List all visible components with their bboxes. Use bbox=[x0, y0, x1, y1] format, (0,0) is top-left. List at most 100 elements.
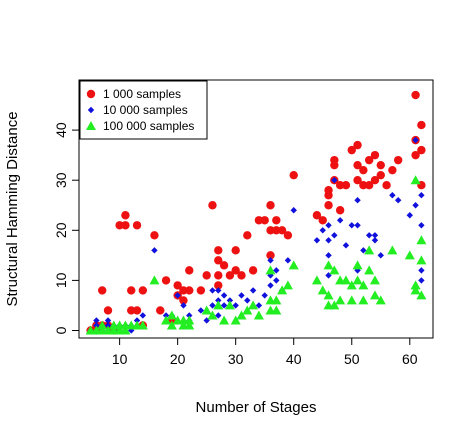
data-point bbox=[248, 266, 258, 275]
data-point bbox=[364, 265, 375, 275]
data-point bbox=[174, 292, 181, 299]
data-point bbox=[325, 237, 332, 244]
data-point bbox=[103, 306, 113, 315]
series-1 bbox=[87, 136, 425, 334]
data-point bbox=[214, 281, 223, 290]
data-point bbox=[341, 181, 351, 190]
data-point bbox=[186, 312, 193, 319]
legend: 1 000 samples 10 000 samples 100 000 sampl… bbox=[79, 80, 208, 140]
data-point bbox=[151, 247, 158, 254]
data-point bbox=[266, 251, 275, 260]
y-tick-label: 0 bbox=[53, 326, 69, 334]
data-point bbox=[371, 232, 379, 239]
data-point bbox=[352, 275, 363, 285]
data-point bbox=[318, 216, 327, 225]
x-tick-label: 50 bbox=[344, 351, 360, 367]
data-point bbox=[214, 271, 223, 280]
data-point bbox=[149, 275, 160, 285]
data-point bbox=[404, 250, 415, 260]
data-point bbox=[416, 255, 427, 265]
data-point bbox=[354, 197, 361, 204]
data-point bbox=[220, 302, 228, 309]
data-point bbox=[161, 276, 171, 285]
data-point bbox=[219, 315, 230, 325]
data-point bbox=[312, 211, 322, 220]
data-point bbox=[173, 281, 182, 290]
data-point bbox=[346, 280, 357, 290]
data-point bbox=[242, 305, 253, 315]
data-point bbox=[139, 312, 147, 319]
y-tick-label: 10 bbox=[53, 272, 69, 288]
x-tick-label: 30 bbox=[228, 351, 244, 367]
data-point bbox=[282, 280, 293, 290]
data-point bbox=[358, 295, 369, 305]
legend-label: 1 000 samples bbox=[103, 87, 181, 101]
data-point bbox=[93, 322, 100, 329]
data-point bbox=[213, 300, 224, 310]
data-point bbox=[319, 227, 326, 234]
data-point bbox=[273, 277, 280, 284]
legend-label: 10 000 samples bbox=[103, 103, 188, 117]
data-point bbox=[406, 212, 413, 219]
data-point bbox=[289, 170, 298, 180]
data-point bbox=[324, 191, 333, 200]
x-tick-label: 20 bbox=[170, 351, 186, 367]
data-point bbox=[387, 245, 398, 255]
data-point bbox=[359, 165, 368, 175]
data-point bbox=[411, 90, 420, 100]
y-axis-title: Structural Hamming Distance bbox=[4, 111, 21, 306]
data-point bbox=[248, 300, 259, 310]
legend-box bbox=[79, 80, 208, 140]
data-point bbox=[389, 192, 396, 199]
data-point bbox=[267, 257, 274, 264]
data-point bbox=[313, 237, 321, 244]
data-point bbox=[411, 150, 420, 160]
data-point bbox=[382, 181, 391, 190]
data-point bbox=[365, 232, 373, 239]
data-point bbox=[261, 292, 268, 299]
data-point bbox=[243, 231, 252, 240]
data-point bbox=[232, 302, 239, 309]
data-point bbox=[370, 150, 380, 160]
data-point bbox=[394, 197, 402, 204]
data-point bbox=[231, 266, 240, 275]
legend-marker bbox=[87, 106, 95, 114]
data-point bbox=[185, 286, 194, 295]
y-tick-label: 20 bbox=[53, 222, 69, 238]
data-point bbox=[369, 275, 380, 285]
data-point bbox=[388, 165, 397, 175]
data-point bbox=[364, 155, 374, 165]
data-point bbox=[184, 320, 195, 330]
data-point bbox=[410, 280, 421, 290]
data-point bbox=[121, 211, 130, 220]
data-point bbox=[220, 292, 228, 299]
legend-marker bbox=[86, 89, 96, 99]
data-point bbox=[215, 287, 222, 294]
series-2 bbox=[85, 175, 427, 335]
data-point bbox=[418, 222, 425, 229]
data-point bbox=[115, 221, 124, 230]
data-point bbox=[329, 265, 340, 275]
data-point bbox=[377, 252, 384, 259]
data-point bbox=[340, 275, 351, 285]
data-point bbox=[132, 306, 142, 315]
data-point bbox=[156, 306, 165, 315]
data-point bbox=[416, 235, 427, 245]
data-point bbox=[273, 267, 280, 274]
data-point bbox=[360, 247, 367, 254]
data-point bbox=[120, 325, 131, 335]
data-point bbox=[197, 307, 205, 314]
data-point bbox=[335, 181, 345, 190]
data-point bbox=[412, 202, 419, 209]
data-point bbox=[150, 231, 159, 240]
data-point bbox=[185, 266, 194, 275]
x-tick-label: 40 bbox=[286, 351, 302, 367]
data-point bbox=[209, 287, 216, 294]
data-point bbox=[249, 287, 257, 294]
data-point bbox=[244, 297, 251, 304]
data-point bbox=[236, 310, 247, 320]
data-point bbox=[138, 286, 148, 295]
data-point bbox=[290, 207, 297, 214]
